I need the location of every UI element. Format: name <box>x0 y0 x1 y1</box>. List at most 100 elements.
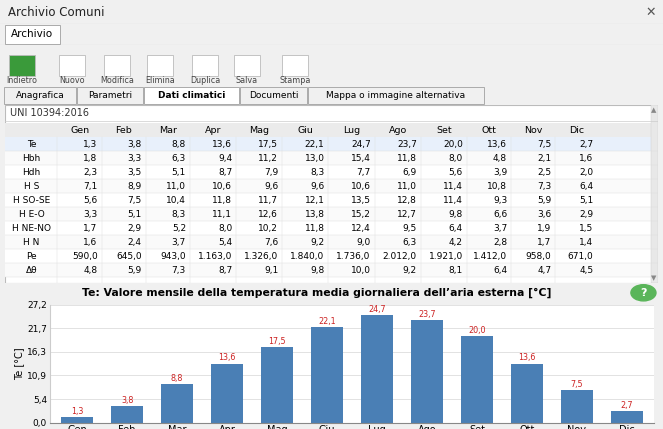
Text: 13,6: 13,6 <box>218 353 236 363</box>
Text: 5,6: 5,6 <box>449 168 463 177</box>
Bar <box>461 336 493 423</box>
Text: 9,8: 9,8 <box>449 210 463 219</box>
Text: 8,7: 8,7 <box>218 168 232 177</box>
Text: 17,5: 17,5 <box>259 139 278 148</box>
Text: 9,6: 9,6 <box>264 181 278 190</box>
Text: 2,7: 2,7 <box>579 139 593 148</box>
Bar <box>5 193 658 207</box>
Text: Dati climatici: Dati climatici <box>158 91 225 100</box>
Text: 3,8: 3,8 <box>127 139 142 148</box>
Text: 11,4: 11,4 <box>443 196 463 205</box>
Text: Gen: Gen <box>70 126 89 135</box>
Text: 958,0: 958,0 <box>526 252 552 261</box>
Text: 10,8: 10,8 <box>487 181 507 190</box>
Text: Nuovo: Nuovo <box>59 76 85 85</box>
Text: 6,6: 6,6 <box>493 210 507 219</box>
Text: 10,0: 10,0 <box>351 266 371 275</box>
Bar <box>5 137 658 151</box>
Text: 8,8: 8,8 <box>172 139 186 148</box>
Text: 7,5: 7,5 <box>537 139 552 148</box>
Text: Ago: Ago <box>389 126 407 135</box>
Bar <box>611 411 643 423</box>
Text: 5,2: 5,2 <box>172 224 186 233</box>
Text: 5,1: 5,1 <box>579 196 593 205</box>
Text: 3,7: 3,7 <box>493 224 507 233</box>
Text: 9,8: 9,8 <box>310 266 324 275</box>
Text: 9,2: 9,2 <box>310 238 324 247</box>
Text: 11,2: 11,2 <box>259 154 278 163</box>
Text: 7,1: 7,1 <box>84 181 97 190</box>
Text: Ott: Ott <box>481 126 497 135</box>
Text: 15,4: 15,4 <box>351 154 371 163</box>
Text: 11,8: 11,8 <box>304 224 324 233</box>
Text: ▲: ▲ <box>651 107 656 113</box>
Text: 12,7: 12,7 <box>397 210 417 219</box>
Bar <box>77 87 143 104</box>
Text: 12,8: 12,8 <box>397 196 417 205</box>
Text: 7,5: 7,5 <box>127 196 142 205</box>
Text: ?: ? <box>640 288 646 298</box>
Text: 2,9: 2,9 <box>579 210 593 219</box>
Text: Elimina: Elimina <box>145 76 175 85</box>
Text: 3,6: 3,6 <box>537 210 552 219</box>
Text: 9,3: 9,3 <box>493 196 507 205</box>
Text: 1,8: 1,8 <box>84 154 97 163</box>
Text: H N: H N <box>23 238 40 247</box>
Text: 8,3: 8,3 <box>172 210 186 219</box>
Text: Dic: Dic <box>569 126 584 135</box>
Text: 17,5: 17,5 <box>269 337 286 346</box>
Text: Mappa o immagine alternativa: Mappa o immagine alternativa <box>326 91 465 100</box>
Y-axis label: Te [°C]: Te [°C] <box>14 347 24 380</box>
Text: Documenti: Documenti <box>249 91 298 100</box>
Text: 1,6: 1,6 <box>579 154 593 163</box>
Bar <box>192 55 218 76</box>
Text: 590,0: 590,0 <box>72 252 97 261</box>
Text: ▼: ▼ <box>651 275 656 281</box>
Text: 13,8: 13,8 <box>304 210 324 219</box>
Text: 10,6: 10,6 <box>212 181 232 190</box>
Bar <box>11 57 33 73</box>
Text: Hdh: Hdh <box>23 168 40 177</box>
Bar <box>59 55 85 76</box>
Text: 11,8: 11,8 <box>397 154 417 163</box>
Bar <box>5 179 658 193</box>
Text: 9,6: 9,6 <box>310 181 324 190</box>
Text: 6,4: 6,4 <box>449 224 463 233</box>
Text: 6,3: 6,3 <box>402 238 417 247</box>
Text: 8,3: 8,3 <box>310 168 324 177</box>
Text: 1.921,0: 1.921,0 <box>429 252 463 261</box>
Text: Indietro: Indietro <box>7 76 38 85</box>
Bar <box>5 207 658 221</box>
Text: 5,4: 5,4 <box>218 238 232 247</box>
Text: 1.840,0: 1.840,0 <box>290 252 324 261</box>
Bar <box>411 320 444 423</box>
Bar <box>144 87 239 104</box>
Bar <box>5 123 658 137</box>
Text: 7,9: 7,9 <box>264 168 278 177</box>
Text: 1.163,0: 1.163,0 <box>198 252 232 261</box>
Text: 11,4: 11,4 <box>443 181 463 190</box>
Bar <box>234 55 260 76</box>
Text: 943,0: 943,0 <box>160 252 186 261</box>
Text: 2.012,0: 2.012,0 <box>383 252 417 261</box>
Text: Parametri: Parametri <box>88 91 132 100</box>
Bar <box>5 263 658 277</box>
Text: 20,0: 20,0 <box>468 326 486 335</box>
Text: Mag: Mag <box>249 126 269 135</box>
Text: 1.412,0: 1.412,0 <box>473 252 507 261</box>
Text: UNI 10394:2016: UNI 10394:2016 <box>11 108 90 118</box>
Bar <box>61 417 93 423</box>
Bar <box>5 235 658 249</box>
Text: 3,9: 3,9 <box>493 168 507 177</box>
Text: 1,4: 1,4 <box>579 238 593 247</box>
Text: 11,8: 11,8 <box>212 196 232 205</box>
Text: H S: H S <box>24 181 39 190</box>
Text: 6,9: 6,9 <box>402 168 417 177</box>
Text: 6,3: 6,3 <box>172 154 186 163</box>
Text: 11,0: 11,0 <box>397 181 417 190</box>
Text: 5,1: 5,1 <box>172 168 186 177</box>
Text: 2,8: 2,8 <box>493 238 507 247</box>
Text: 8,0: 8,0 <box>449 154 463 163</box>
Text: 22,1: 22,1 <box>305 139 324 148</box>
Text: 12,1: 12,1 <box>304 196 324 205</box>
